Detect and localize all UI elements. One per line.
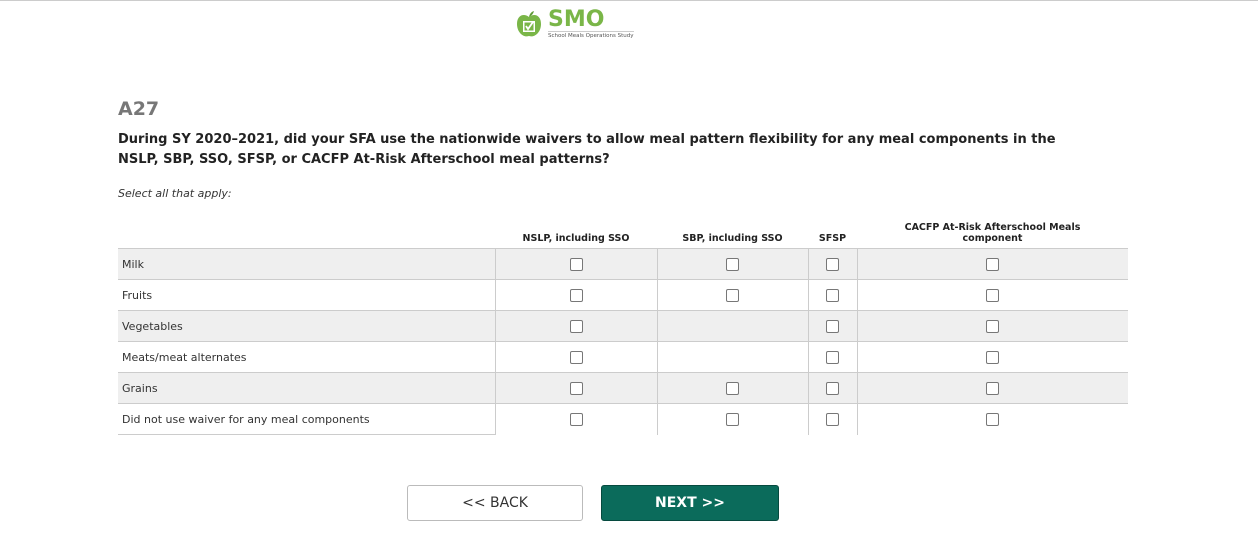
next-button[interactable]: NEXT >>	[601, 485, 779, 521]
table-row: Fruits	[118, 279, 1128, 311]
response-grid: NSLP, including SSO SBP, including SSO S…	[118, 211, 1128, 435]
question-text: During SY 2020–2021, did your SFA use th…	[118, 132, 1056, 167]
checkbox[interactable]	[569, 319, 583, 333]
checkbox-cell	[656, 341, 808, 373]
checkbox-cell	[494, 248, 657, 280]
checkbox[interactable]	[826, 381, 839, 395]
checkbox-cell	[494, 310, 657, 342]
checkbox[interactable]	[986, 319, 1000, 333]
table-row: Milk	[118, 248, 1128, 280]
checkbox[interactable]	[986, 413, 1000, 426]
checkbox-cell	[656, 310, 808, 342]
checkbox-cell	[807, 341, 857, 373]
checkbox[interactable]	[726, 288, 739, 302]
table-row: Meats/meat alternates	[118, 341, 1128, 373]
checkbox-cell	[807, 403, 857, 435]
checkbox[interactable]	[569, 381, 583, 395]
checkbox[interactable]	[826, 288, 839, 302]
checkbox[interactable]	[569, 350, 583, 364]
checkbox[interactable]	[826, 257, 839, 271]
checkbox-cell	[494, 279, 657, 311]
checkbox[interactable]	[986, 288, 1000, 302]
table-row: Did not use waiver for any meal componen…	[118, 403, 1128, 435]
checkbox-cell	[656, 372, 808, 404]
checkbox-cell	[807, 248, 857, 280]
column-header: SBP, including SSO	[682, 233, 783, 244]
row-label: Grains	[118, 372, 495, 404]
checkbox[interactable]	[569, 288, 583, 302]
column-header: NSLP, including SSO	[522, 233, 630, 244]
back-button[interactable]: << BACK	[407, 485, 583, 521]
row-label: Meats/meat alternates	[118, 341, 495, 373]
row-label: Milk	[118, 248, 495, 280]
row-label: Vegetables	[118, 310, 495, 342]
column-header: SFSP	[818, 233, 847, 244]
checkbox-cell	[856, 248, 1128, 280]
checkbox[interactable]	[826, 413, 839, 426]
checkbox-cell	[856, 310, 1128, 342]
checkbox[interactable]	[986, 257, 1000, 271]
checkbox-cell	[807, 279, 857, 311]
apple-checkbox-icon	[517, 11, 541, 37]
checkbox-cell	[656, 279, 808, 311]
row-label: Fruits	[118, 279, 495, 311]
checkbox-cell	[856, 403, 1128, 435]
smo-logo: SMO School Meals Operations Study	[516, 9, 634, 39]
checkbox-cell	[807, 310, 857, 342]
checkbox-cell	[807, 372, 857, 404]
checkbox[interactable]	[569, 257, 583, 271]
checkbox-cell	[656, 403, 808, 435]
logo-title: SMO	[548, 7, 605, 32]
checkbox-cell	[494, 372, 657, 404]
instruction: Select all that apply:	[118, 187, 232, 200]
row-label: Did not use waiver for any meal componen…	[118, 403, 495, 435]
checkbox[interactable]	[826, 319, 839, 333]
checkbox[interactable]	[726, 381, 739, 395]
checkbox-cell	[656, 248, 808, 280]
table-row: Grains	[118, 372, 1128, 404]
checkbox-cell	[856, 372, 1128, 404]
checkbox[interactable]	[986, 381, 1000, 395]
checkbox[interactable]	[726, 257, 739, 271]
logo-subtitle: School Meals Operations Study	[548, 31, 634, 39]
checkbox[interactable]	[726, 413, 739, 426]
checkbox-cell	[494, 403, 657, 435]
question-id: A27	[118, 98, 160, 120]
checkbox-cell	[856, 279, 1128, 311]
checkbox-cell	[856, 341, 1128, 373]
checkbox[interactable]	[826, 350, 839, 364]
checkbox[interactable]	[986, 350, 1000, 364]
checkbox[interactable]	[569, 413, 583, 426]
checkbox-cell	[494, 341, 657, 373]
table-row: Vegetables	[118, 310, 1128, 342]
column-header: CACFP At-Risk Afterschool Meals componen…	[904, 222, 1081, 244]
